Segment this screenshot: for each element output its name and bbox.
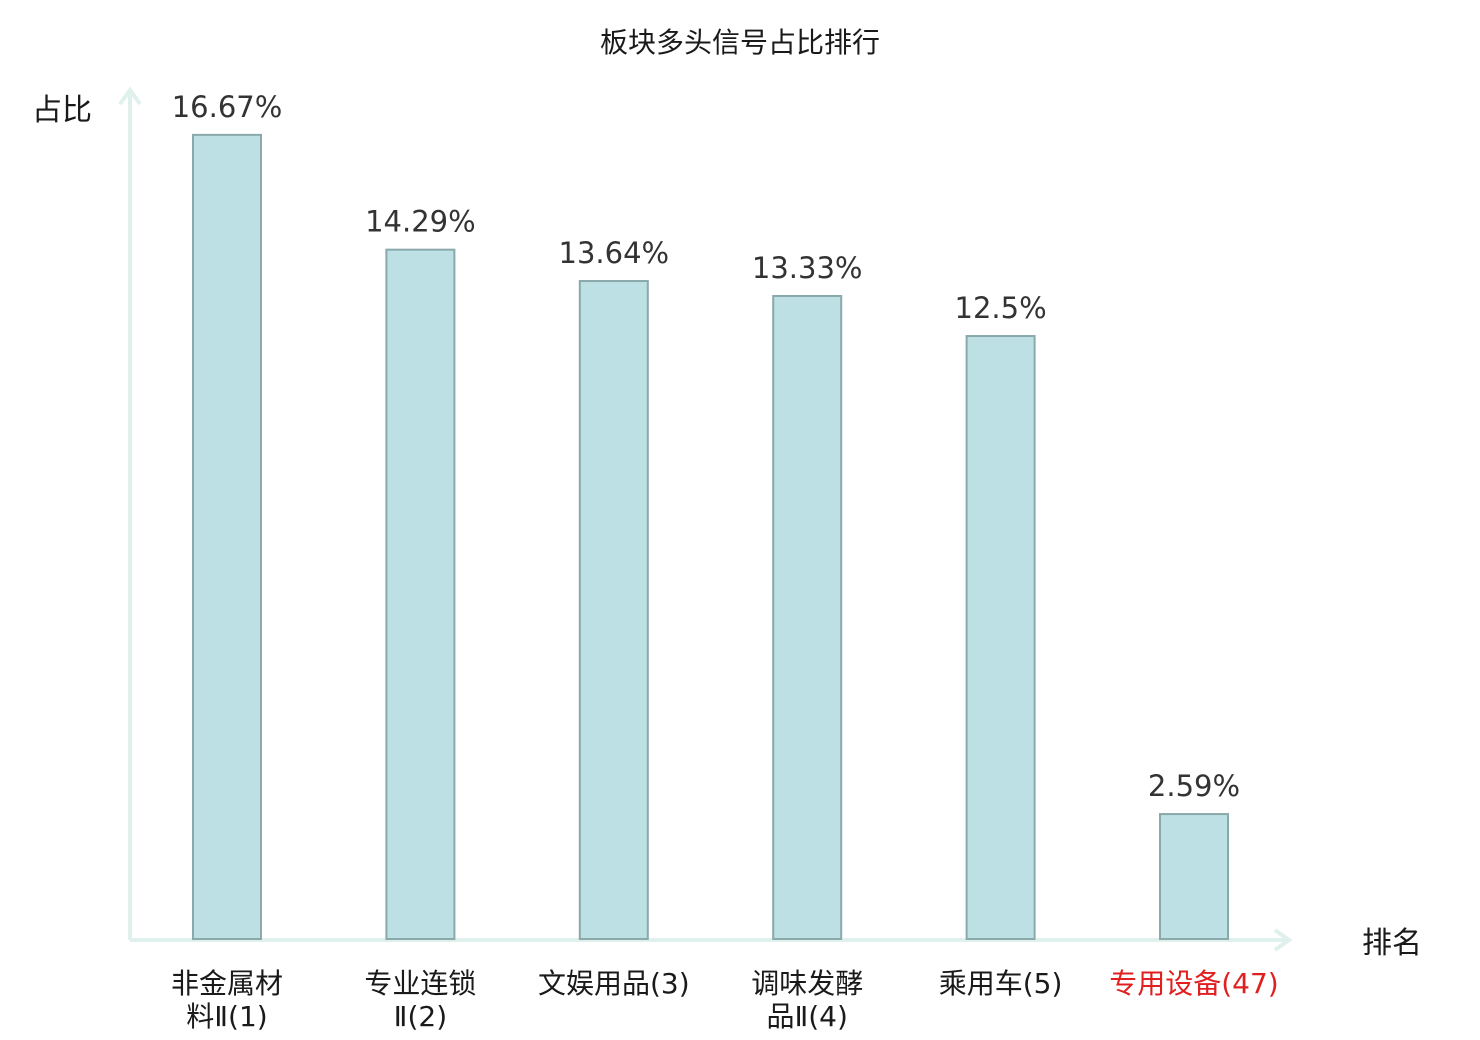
category-label-3-line-1: 文娱用品(3): [538, 967, 690, 1000]
category-label-2-line-2: Ⅱ(2): [394, 1000, 447, 1033]
bar-3: [578, 280, 649, 940]
x-axis-label: 排名: [1362, 926, 1422, 961]
bar-4: [772, 294, 843, 940]
x-axis-arrow: [1273, 928, 1293, 952]
bar-1: [192, 133, 262, 940]
category-label-1-line-1: 非金属材: [171, 967, 283, 1000]
bar-6: [1159, 813, 1229, 941]
bar-2: [385, 248, 456, 941]
y-axis-label: 占比: [32, 93, 92, 128]
bars-group: [192, 133, 1229, 941]
value-label-4: 13.33%: [752, 251, 863, 285]
category-label-6-line-1: 专用设备(47): [1109, 967, 1278, 1000]
value-label-6: 2.59%: [1148, 769, 1240, 803]
value-labels-group: 16.67% 14.29% 13.64% 13.33% 12.5% 2.59%: [172, 90, 1240, 803]
bar-5: [965, 335, 1036, 941]
value-label-2: 14.29%: [365, 205, 476, 239]
value-label-1: 16.67%: [172, 90, 283, 124]
category-label-2-line-1: 专业连锁: [364, 967, 476, 1000]
chart-title: 板块多头信号占比排行: [600, 26, 880, 59]
category-label-4-line-1: 调味发酵: [751, 967, 863, 1000]
y-axis-arrow: [118, 86, 142, 106]
value-label-3: 13.64%: [559, 236, 670, 270]
category-label-5-line-1: 乘用车(5): [939, 967, 1063, 1000]
category-label-1-line-2: 料Ⅱ(1): [186, 1000, 267, 1033]
value-label-5: 12.5%: [955, 291, 1047, 325]
axes: [118, 86, 1293, 952]
category-label-4-line-2: 品Ⅱ(4): [766, 1000, 847, 1033]
